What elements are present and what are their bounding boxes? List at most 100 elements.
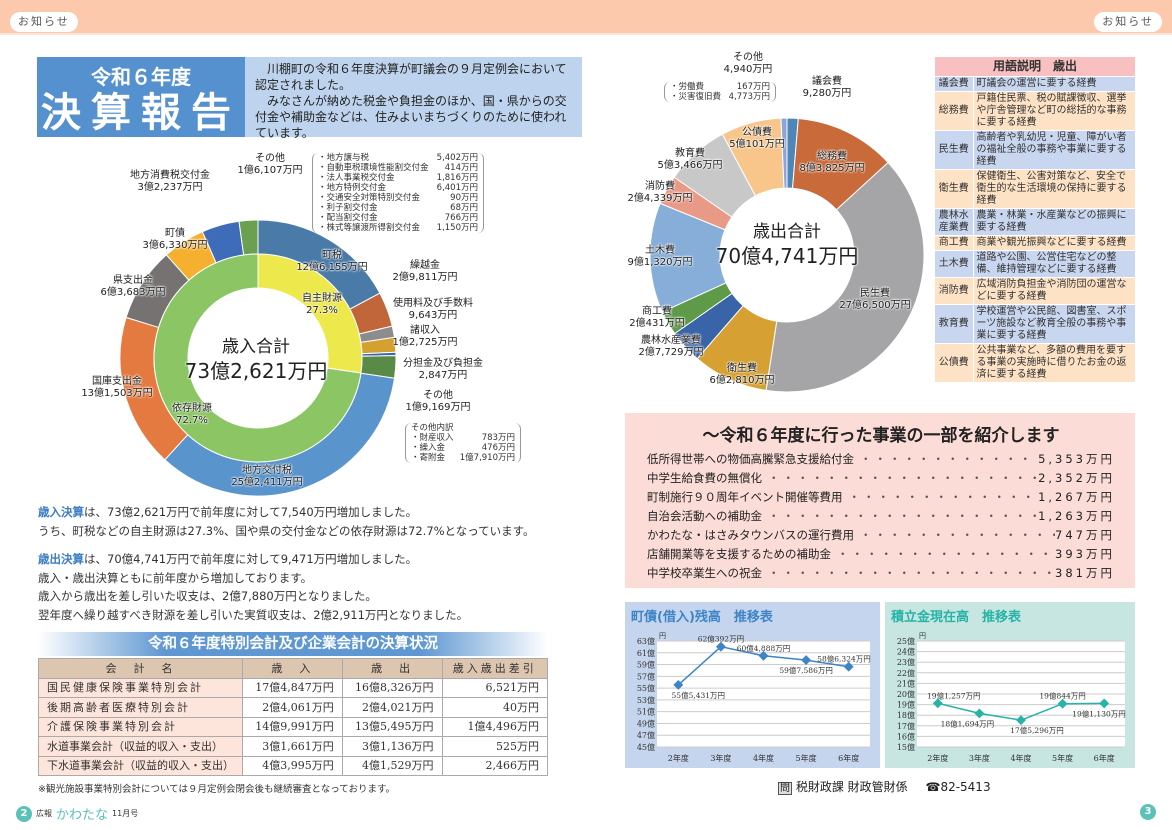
glossary-term: 公債費 — [935, 343, 974, 383]
expenditure-total: 70億4,741万円 — [715, 244, 859, 268]
exp-label-2: 民生費 27億6,500万円 — [839, 288, 911, 311]
exp-label-10: その他 4,940万円 — [723, 52, 773, 75]
glossary-row: 農林水産業費 農業・林業・水産業などの振興に要する経費 — [935, 208, 1136, 236]
exp-label-4: 農林水産業費 2億7,729万円 — [638, 335, 704, 358]
revenue-donut-chart — [119, 219, 397, 497]
dot-leader: ・・・・・・・・・・・・・・・・・・・・・・・・・・・・・・・・・・・・・・・・ — [848, 490, 1039, 504]
exp-label-0: 議会費 9,280万円 — [802, 76, 852, 99]
glossary-desc: 広域消防負担金や消防団の運営などに要する経費 — [973, 277, 1136, 305]
rev-inner-label-0: 自主財源 27.3% — [302, 293, 342, 316]
data-label: 59億7,586万円 — [779, 665, 833, 675]
contact-info: 問 税財政課 財政管財係 ☎82-5413 — [778, 778, 991, 795]
project-amount: 381万円 — [1055, 566, 1115, 580]
revenue-total: 73億2,621万円 — [184, 359, 328, 383]
data-label: 19億1,257万円 — [927, 690, 981, 700]
phone-icon: ☎ — [925, 780, 941, 794]
glossary-desc: 町議会の運営に要する経費 — [973, 76, 1136, 92]
glossary-term: 教育費 — [935, 304, 974, 344]
debt-chart-title: 町債(借入)残高 推移表 — [631, 610, 773, 625]
glossary-term: 消防費 — [935, 277, 974, 305]
data-point — [758, 650, 769, 661]
expenditure-summary: 歳出決算は、70億4,741万円で前年度に対して9,471万円増加しました。 歳… — [38, 552, 469, 622]
y-tick-label: 17億 — [897, 721, 915, 731]
x-tick-label: 2年度 — [668, 753, 689, 763]
header-bar — [0, 0, 1172, 35]
glossary-term: 土木費 — [935, 250, 974, 278]
dot-leader: ・・・・・・・・・・・・・・・・・・・・・・・・・・・・・・・・・・・・・・・・ — [837, 547, 1055, 561]
special-accounts-title: 令和６年度特別会計及び企業会計の決算状況 — [38, 632, 548, 656]
y-tick-label: 15億 — [897, 742, 915, 752]
project-item: 中学校卒業生への祝金・・・・・・・・・・・・・・・・・・・・・・・・・・・・・・… — [647, 564, 1115, 583]
footer-left: 2 広報 かわたな 11月号 — [16, 804, 138, 823]
dot-leader: ・・・・・・・・・・・・・・・・・・・・・・・・・・・・・・・・・・・・・・・・ — [768, 566, 1056, 580]
x-tick-label: 5年度 — [1052, 753, 1073, 763]
y-tick-label: 24億 — [897, 647, 915, 657]
glossary-term: 総務費 — [935, 91, 974, 131]
revenue-center-label: 歳入合計 — [222, 337, 290, 357]
glossary-row: 民生費 高齢者や乳幼児・児童、障がい者の福祉全般の事務や事業に要する経費 — [935, 130, 1136, 170]
special-accounts-table: 会 計 名歳 入歳 出歳入歳出差引 国民健康保険事業特別会計 17億4,847万円… — [38, 658, 548, 776]
intro-p2: みなさんが納めた税金や負担金のほか、国・県からの交付金や補助金などは、住みよいま… — [255, 94, 567, 140]
y-tick-label: 20億 — [897, 689, 915, 699]
x-tick-label: 3年度 — [969, 753, 990, 763]
data-point — [974, 708, 985, 719]
glossary-row: 土木費 道路や公園、公営住宅などの整備、維持管理などに要する経費 — [935, 250, 1136, 278]
project-name: 町制施行９０周年イベント開催等費用 — [647, 490, 843, 504]
glossary-desc: 農業・林業・水産業などの振興に要する経費 — [973, 208, 1136, 236]
data-label: 19億844万円 — [1039, 691, 1085, 701]
table-header-row: 会 計 名歳 入歳 出歳入歳出差引 — [38, 658, 548, 679]
exp-label-7: 消防費 2億4,339万円 — [627, 181, 693, 204]
project-name: かわたな・はさみタウンバスの運行費用 — [647, 528, 854, 542]
project-amount: 1,263万円 — [1038, 509, 1115, 523]
x-tick-label: 4年度 — [1010, 753, 1031, 763]
glossary-title: 用語説明 歳出 — [935, 57, 1136, 77]
glossary-desc: 道路や公園、公営住宅などの整備、維持管理などに要する経費 — [973, 250, 1136, 278]
glossary-term: 農林水産業費 — [935, 208, 974, 236]
glossary-desc: 戸籍住民票、税の賦課徴収、選挙や庁舎管理など町の総括的な事務に要する経費 — [973, 91, 1136, 131]
unit-label: 円 — [919, 632, 926, 640]
debt-chart-box: 町債(借入)残高 推移表 円 45億 47億 49億 51億 53億 55億 57億 59億 61… — [625, 602, 880, 768]
project-name: 中学校卒業生への祝金 — [647, 566, 762, 580]
data-label: 60億4,888万円 — [737, 643, 791, 653]
expenditure-center-label: 歳出合計 — [753, 222, 821, 242]
x-tick-label: 4年度 — [753, 753, 774, 763]
glossary-desc: 高齢者や乳幼児・児童、障がい者の福祉全般の事務や事業に要する経費 — [973, 130, 1136, 170]
dot-leader: ・・・・・・・・・・・・・・・・・・・・・・・・・・・・・・・・・・・・・・・・ — [768, 509, 1039, 523]
glossary-term: 衛生費 — [935, 169, 974, 209]
title-main: 決算報告 — [41, 90, 241, 136]
y-tick-label: 53億 — [637, 695, 655, 705]
glossary-term: 民生費 — [935, 130, 974, 170]
glossary-desc: 保健衛生、公害対策など、安全で衛生的な生活環境の保持に要する経費 — [973, 169, 1136, 209]
projects-title: ～令和６年度に行った事業の一部を紹介します — [702, 426, 1060, 446]
y-tick-label: 47億 — [637, 730, 655, 740]
glossary-row: 衛生費 保健衛生、公害対策など、安全で衛生的な生活環境の保持に要する経費 — [935, 169, 1136, 209]
y-tick-label: 55億 — [637, 683, 655, 693]
section-tag-right: お知らせ — [1094, 12, 1162, 32]
data-label: 55億5,431万円 — [672, 690, 726, 700]
footer-issue: 11月号 — [112, 809, 139, 818]
exp-label-1: 総務費 8億3,825万円 — [799, 151, 865, 174]
exp-label-9: 公債費 5億101万円 — [729, 127, 785, 150]
x-tick-label: 2年度 — [927, 753, 948, 763]
project-item: 町制施行９０周年イベント開催等費用・・・・・・・・・・・・・・・・・・・・・・・… — [647, 488, 1115, 507]
projects-box: ～令和６年度に行った事業の一部を紹介します 低所得世帯への物価高騰緊急支援給付金… — [625, 413, 1135, 588]
exp-label-3: 衛生費 6億2,810万円 — [709, 363, 775, 386]
project-item: 低所得世帯への物価高騰緊急支援給付金・・・・・・・・・・・・・・・・・・・・・・… — [647, 450, 1115, 469]
rev-label-10: 地方消費税交付金 3億2,237万円 — [130, 170, 210, 193]
project-name: 自治会活動への補助金 — [647, 509, 762, 523]
rev-label-6: 地方交付税 25億2,411万円 — [231, 465, 303, 488]
project-name: 低所得世帯への物価高騰緊急支援給付金 — [647, 452, 854, 466]
rev-label-5: その他 1億9,169万円 — [405, 390, 471, 413]
table-row: 後期高齢者医療特別会計 2億4,061万円 2億4,021万円 40万円 — [38, 697, 548, 718]
reserve-chart-title: 積立金現在高 推移表 — [891, 610, 1022, 625]
glossary-table: 用語説明 歳出 議会費 町議会の運営に要する経費 総務費 戸籍住民票、税の賦課徴収、選… — [935, 57, 1136, 383]
footer-logo: かわたな — [56, 808, 109, 823]
y-tick-label: 51億 — [637, 707, 655, 717]
expenditure-slice-2 — [765, 161, 925, 393]
data-label: 17億5,296万円 — [1010, 725, 1064, 735]
contact-phone: 82-5413 — [940, 780, 991, 794]
table-row: 介護保険事業特別会計 14億9,991万円 13億5,495万円 1億4,496万円 — [38, 716, 548, 737]
glossary-desc: 商業や観光振興などに要する経費 — [973, 235, 1136, 251]
intro-p1: 川棚町の令和６年度決算が町議会の９月定例会において認定されました。 — [255, 62, 567, 92]
